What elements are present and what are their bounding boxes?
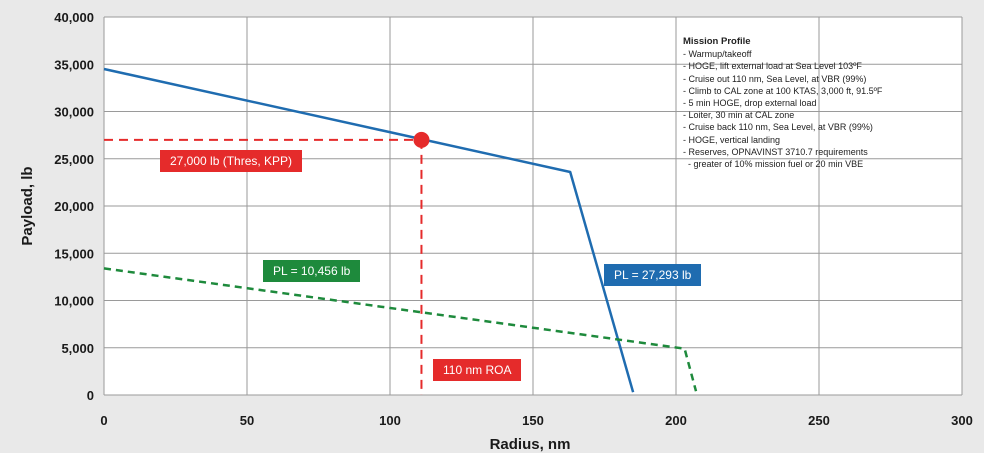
y-axis-title: Payload, lb [19, 166, 36, 245]
y-tick-label: 35,000 [54, 57, 94, 72]
y-tick-label: 40,000 [54, 10, 94, 25]
mission-profile-title: Mission Profile [683, 36, 751, 47]
mission-profile-item: - greater of 10% mission fuel or 20 min … [683, 159, 864, 170]
y-tick-label: 20,000 [54, 199, 94, 214]
y-tick-label: 15,000 [54, 246, 94, 261]
x-tick-label: 250 [808, 413, 830, 428]
y-tick-label: 10,000 [54, 294, 94, 309]
mission-profile-item: - Cruise out 110 nm, Sea Level, at VBR (… [683, 73, 867, 84]
x-tick-label: 200 [665, 413, 687, 428]
x-tick-label: 100 [379, 413, 401, 428]
mission-profile-box: Mission Profile - Warmup/takeoff - HOGE, … [683, 36, 953, 170]
x-tick-label: 0 [100, 413, 107, 428]
mission-profile-item: - Cruise back 110 nm, Sea Level, at VBR … [683, 122, 873, 133]
roa-label: 110 nm ROA [433, 359, 522, 381]
y-tick-label: 30,000 [54, 105, 94, 120]
x-tick-label: 50 [240, 413, 254, 428]
mission-profile-item: - Reserves, OPNAVINST 3710.7 requirement… [683, 146, 868, 157]
green-payload-line [103, 267, 698, 392]
x-tick-label: 150 [522, 413, 544, 428]
y-tick-label: 5,000 [61, 341, 94, 356]
mission-profile-item: - Climb to CAL zone at 100 KTAS, 3,000 f… [683, 85, 883, 96]
threshold-point [413, 131, 430, 148]
green-payload-label: PL = 10,456 lb [263, 260, 361, 282]
threshold-label: 27,000 lb (Thres, KPP) [160, 150, 303, 172]
mission-profile-item: - Loiter, 30 min at CAL zone [683, 110, 795, 121]
y-tick-label: 0 [87, 388, 94, 403]
mission-profile-items: - Warmup/takeoff - HOGE, lift external lo… [683, 48, 953, 170]
x-tick-label: 300 [951, 413, 973, 428]
blue-payload-line [103, 67, 635, 393]
mission-profile-item: - HOGE, lift external load at Sea Level … [683, 61, 862, 72]
blue-payload-label: PL = 27,293 lb [604, 264, 702, 286]
mission-profile-item: - 5 min HOGE, drop external load [683, 98, 817, 109]
x-axis-title: Radius, nm [490, 436, 571, 453]
mission-profile-item: - HOGE, vertical landing [683, 134, 781, 145]
mission-profile-item: - Warmup/takeoff [683, 49, 752, 60]
y-tick-label: 25,000 [54, 152, 94, 167]
